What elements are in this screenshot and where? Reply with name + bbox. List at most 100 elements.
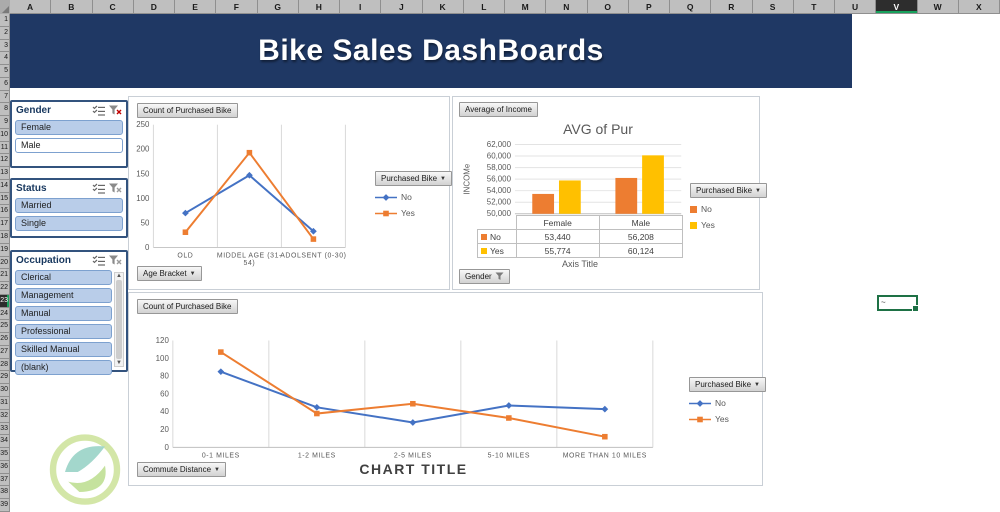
slicer-item-professional[interactable]: Professional [15,324,112,339]
row-header[interactable]: 37 [0,473,10,487]
pivot-values-button[interactable]: Count of Purchased Bike [137,103,238,118]
row-header[interactable]: 4 [0,52,10,66]
legend-field-button[interactable]: Purchased Bike ▼ [690,183,767,198]
row-header[interactable]: 3 [0,39,10,53]
axis-field-button[interactable]: Commute Distance ▼ [137,462,226,477]
scroll-up-icon[interactable]: ▲ [116,273,122,279]
column-header[interactable]: T [793,0,835,14]
column-header[interactable]: H [298,0,340,14]
row-header[interactable]: 28 [0,358,10,372]
slicer-item-female[interactable]: Female [15,120,123,135]
column-header[interactable]: F [216,0,258,14]
multi-select-icon[interactable] [92,255,106,266]
column-header[interactable]: V [876,0,918,14]
legend-swatch [689,399,711,407]
active-cell[interactable]: ~ [877,295,919,312]
row-header[interactable]: 27 [0,345,10,359]
slicer-item-management[interactable]: Management [15,288,112,303]
column-header[interactable]: I [340,0,382,14]
column-header[interactable]: O [587,0,629,14]
pivotchart-commute-distance[interactable]: 0 20 40 60 80 100 120 0-1 MILES 1-2 MILES 2-5 MIL… [128,292,766,486]
fill-handle[interactable] [912,305,919,312]
column-header[interactable]: C [92,0,134,14]
column-header[interactable]: Q [670,0,712,14]
row-header[interactable]: 32 [0,409,10,423]
column-header[interactable]: R [711,0,753,14]
column-header[interactable]: S [752,0,794,14]
row-header[interactable]: 5 [0,65,10,78]
column-header[interactable]: J [381,0,423,14]
clear-filter-icon[interactable] [108,105,122,116]
pivot-values-button[interactable]: Average of Income [459,102,539,117]
row-header[interactable]: 20 [0,256,10,270]
row-header[interactable]: 11 [0,141,10,155]
row-header[interactable]: 16 [0,205,10,219]
row-header[interactable]: 10 [0,128,10,142]
slicer-item-manual[interactable]: Manual [15,306,112,321]
column-header[interactable]: K [422,0,464,14]
row-header[interactable]: 8 [0,103,10,117]
row-header[interactable]: 6 [0,77,10,91]
row-header[interactable]: 38 [0,486,10,500]
slicer-scrollbar[interactable]: ▲ ▼ [114,272,124,367]
slicer-item-married[interactable]: Married [15,198,123,213]
clear-filter-icon[interactable] [108,183,122,194]
row-header[interactable]: 2 [0,26,10,40]
row-header[interactable]: 34 [0,435,10,449]
row-header[interactable]: 19 [0,243,10,257]
scroll-down-icon[interactable]: ▼ [116,360,122,366]
column-header[interactable]: E [175,0,217,14]
row-header[interactable]: 24 [0,307,10,321]
axis-field-button[interactable]: Age Bracket ▼ [137,266,202,281]
column-header[interactable]: N [546,0,588,14]
row-header[interactable]: 7 [0,90,10,104]
slicer-item-clerical[interactable]: Clerical [15,270,112,285]
row-header[interactable]: 31 [0,396,10,410]
row-header[interactable]: 35 [0,448,10,461]
slicer-item-male[interactable]: Male [15,138,123,153]
clear-filter-icon[interactable] [108,255,122,266]
svg-text:50: 50 [141,218,150,227]
row-header[interactable]: 18 [0,231,10,244]
row-header[interactable]: 9 [0,116,10,129]
column-header[interactable]: U [835,0,877,14]
column-header[interactable]: P [628,0,670,14]
row-header[interactable]: 33 [0,422,10,436]
svg-text:50,000: 50,000 [487,209,512,218]
multi-select-icon[interactable] [92,105,106,116]
pivotchart-avg-income[interactable]: 50,000 52,000 54,000 56,000 58,000 60,000 62,0… [452,96,767,290]
column-header[interactable]: W [917,0,959,14]
row-header[interactable]: 39 [0,499,10,512]
legend-field-button[interactable]: Purchased Bike ▼ [375,171,452,186]
row-header[interactable]: 14 [0,179,10,193]
row-header[interactable]: 15 [0,192,10,206]
row-header[interactable]: 13 [0,167,10,180]
row-header[interactable]: 26 [0,333,10,346]
scrollbar-thumb[interactable] [116,280,122,359]
column-header[interactable]: A [10,0,52,14]
column-header[interactable]: M [505,0,547,14]
slicer-item-single[interactable]: Single [15,216,123,231]
column-header[interactable]: B [51,0,93,14]
row-header[interactable]: 36 [0,460,10,474]
column-header[interactable]: G [257,0,299,14]
column-header[interactable]: D [133,0,175,14]
row-header[interactable]: 29 [0,371,10,385]
row-header[interactable]: 23 [0,294,10,308]
row-header[interactable]: 22 [0,282,10,295]
row-header[interactable]: 1 [0,14,10,27]
row-header[interactable]: 21 [0,269,10,283]
column-header[interactable]: X [958,0,1000,14]
column-header[interactable]: L [463,0,505,14]
row-header[interactable]: 12 [0,154,10,168]
slicer-item--blank-[interactable]: (blank) [15,360,112,375]
pivot-values-button[interactable]: Count of Purchased Bike [137,299,238,314]
legend-field-button[interactable]: Purchased Bike ▼ [689,377,766,392]
pivotchart-age-bracket[interactable]: 0 50 100 150 200 250 OLD MIDDEL AGE (31- 54) ADOL… [128,96,452,290]
slicer-item-skilled-manual[interactable]: Skilled Manual [15,342,112,357]
row-header[interactable]: 30 [0,384,10,397]
axis-field-button[interactable]: Gender [459,269,510,284]
multi-select-icon[interactable] [92,183,106,194]
row-header[interactable]: 25 [0,320,10,334]
row-header[interactable]: 17 [0,218,10,232]
